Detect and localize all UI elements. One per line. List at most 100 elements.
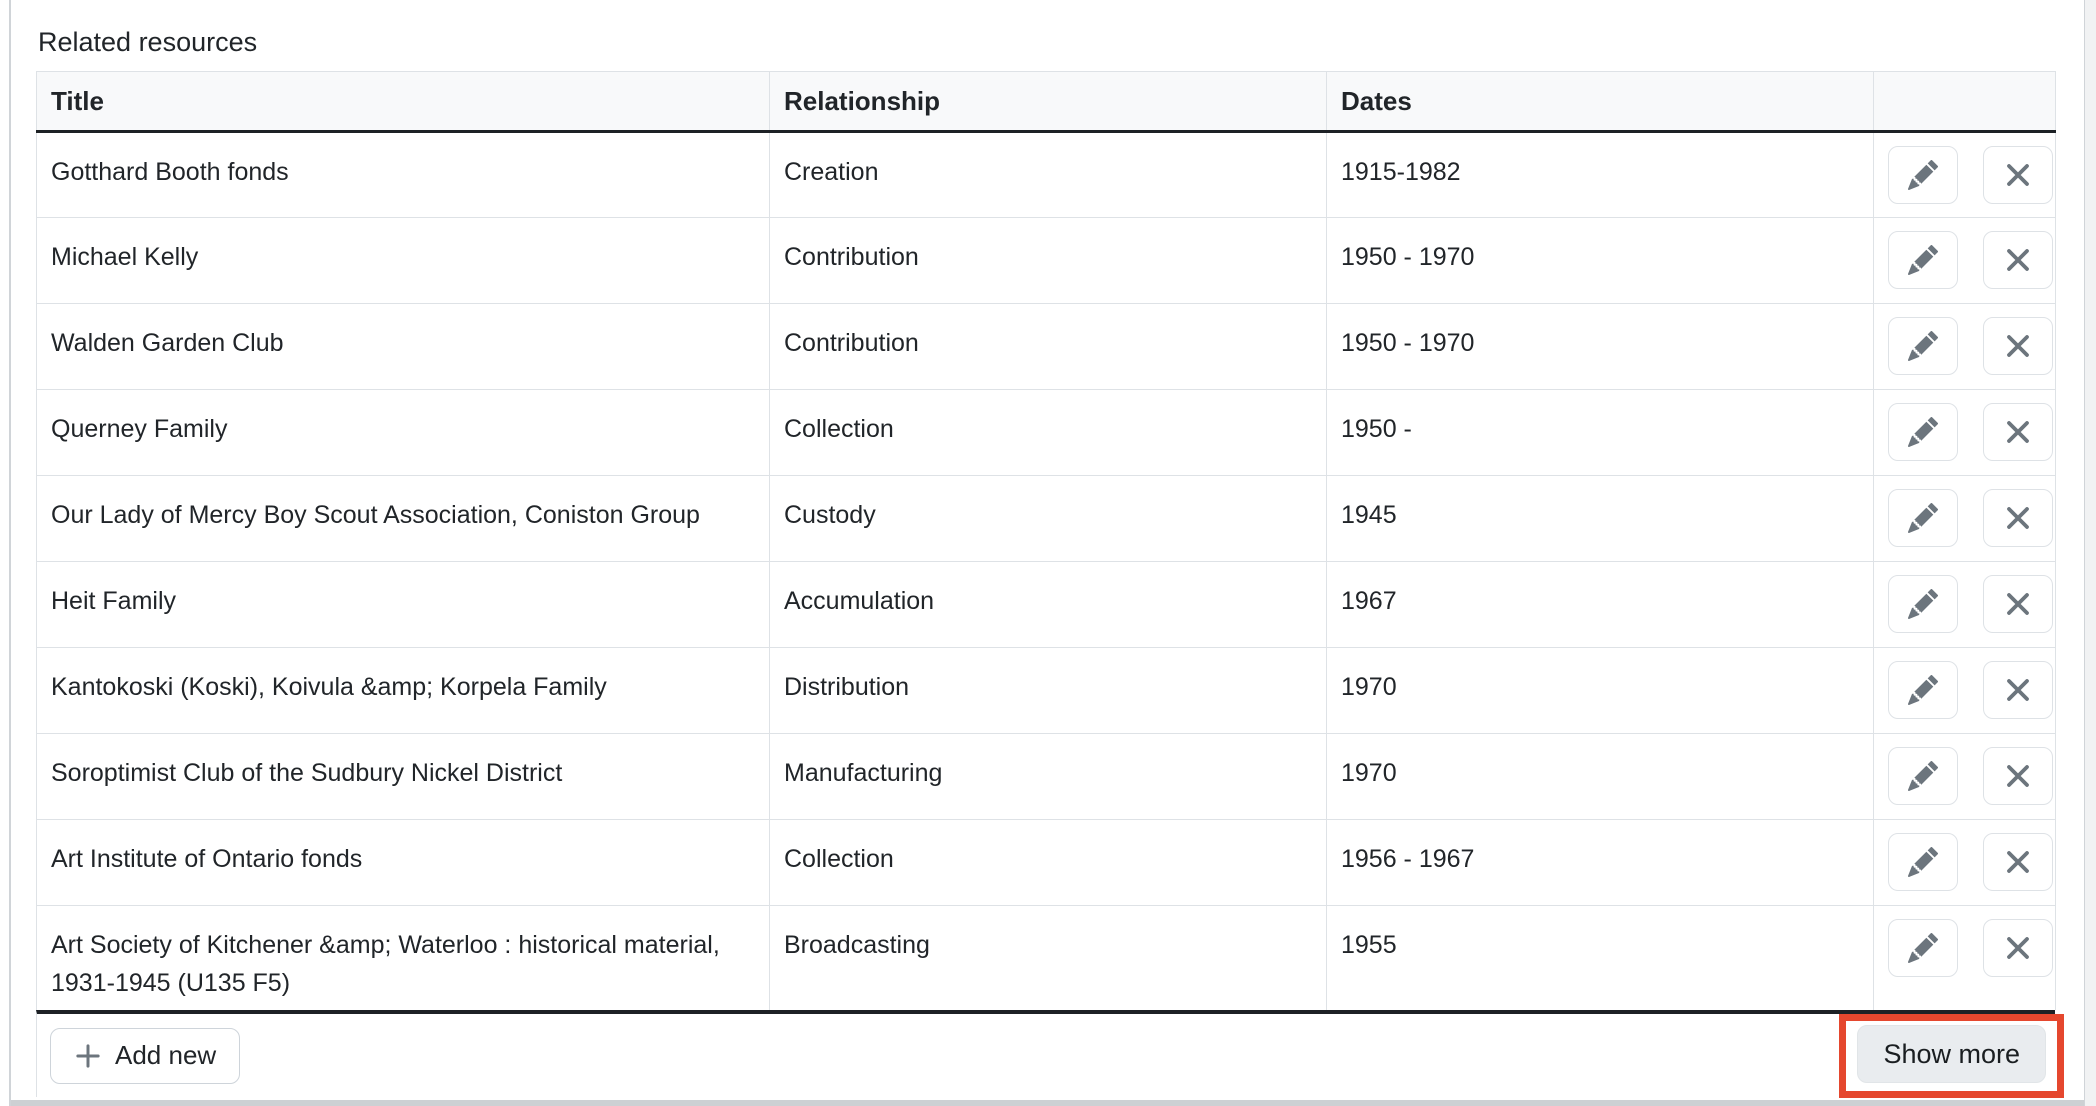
resource-dates: 1915-1982 [1326,131,1874,218]
edit-button[interactable] [1888,747,1958,805]
resource-title: Art Society of Kitchener &amp; Waterloo … [51,931,720,997]
edit-button[interactable] [1888,489,1958,547]
row-actions [1873,561,2056,648]
row-actions [1873,733,2056,820]
resource-relationship: Contribution [769,217,1327,304]
delete-button[interactable] [1982,661,2053,719]
edit-button[interactable] [1888,575,1958,633]
resource-title: Michael Kelly [36,217,770,304]
delete-button[interactable] [1982,919,2053,977]
table-row: Heit Family Accumulation 1967 [36,561,2056,648]
pencil-icon [1908,331,1938,361]
row-actions [1873,303,2056,390]
pencil-icon [1908,160,1938,190]
edit-button[interactable] [1888,919,1958,977]
x-icon [2007,937,2029,959]
table-row: Art Society of Kitchener &amp; Waterloo … [37,905,2056,1010]
x-icon [2007,765,2029,787]
delete-button[interactable] [1982,833,2053,891]
pencil-icon [1908,675,1938,705]
edit-button[interactable] [1888,403,1958,461]
resource-relationship: Accumulation [769,561,1327,648]
resource-dates: 1950 - [1326,389,1874,476]
x-icon [2007,593,2029,615]
table-row: Michael Kelly Contribution 1950 - 1970 [36,217,2056,304]
delete-button[interactable] [1982,575,2053,633]
resource-relationship: Distribution [769,647,1327,734]
delete-button[interactable] [1982,489,2053,547]
resource-title: Kantokoski (Koski), Koivula &amp; Korpel… [36,647,770,734]
resource-title: Gotthard Booth fonds [36,131,770,218]
x-icon [2007,507,2029,529]
row-actions [1873,905,2056,1010]
table-row: Walden Garden Club Contribution 1950 - 1… [36,303,2056,390]
resource-title: Heit Family [36,561,770,648]
delete-button[interactable] [1982,403,2053,461]
x-icon [2007,421,2029,443]
resource-relationship: Collection [769,389,1327,476]
table-row: Art Institute of Ontario fonds Collectio… [36,819,2056,906]
x-icon [2007,335,2029,357]
horizontal-scrollbar-track[interactable] [11,1100,2084,1106]
related-resources-section: Related resources Title Relationship Dat… [36,0,2064,1098]
resource-title: Our Lady of Mercy Boy Scout Association,… [36,475,770,562]
row-actions [1873,217,2056,304]
edit-button[interactable] [1888,231,1958,289]
row-actions [1873,475,2056,562]
x-icon [2007,164,2029,186]
row-actions [1873,131,2056,218]
column-header-dates: Dates [1326,71,1874,133]
resource-dates: 1945 [1326,475,1874,562]
resource-relationship: Custody [769,475,1327,562]
resource-relationship: Creation [769,131,1327,218]
resource-dates: 1955 [1326,905,1874,1010]
resource-relationship: Manufacturing [769,733,1327,820]
resource-relationship: Broadcasting [769,905,1327,1010]
column-header-title: Title [36,71,770,133]
resource-dates: 1950 - 1970 [1326,303,1874,390]
x-icon [2007,249,2029,271]
pencil-icon [1908,503,1938,533]
pencil-icon [1908,417,1938,447]
edit-button[interactable] [1888,661,1958,719]
table-row: Gotthard Booth fonds Creation 1915-1982 [36,131,2056,218]
add-new-button[interactable]: Add new [50,1027,241,1084]
delete-button[interactable] [1982,231,2053,289]
table-row: Our Lady of Mercy Boy Scout Association,… [36,475,2056,562]
delete-button[interactable] [1982,747,2053,805]
column-header-relationship: Relationship [769,71,1327,133]
x-icon [2007,851,2029,873]
left-page-border [9,0,11,1106]
resource-dates: 1967 [1326,561,1874,648]
table-header-row: Title Relationship Dates [36,71,2056,133]
resource-title: Soroptimist Club of the Sudbury Nickel D… [36,733,770,820]
related-resources-table: Title Relationship Dates Gotthard Booth … [36,71,2056,1010]
table-row: Kantokoski (Koski), Koivula &amp; Korpel… [36,647,2056,734]
delete-button[interactable] [1982,317,2053,375]
edit-button[interactable] [1888,833,1958,891]
row-actions [1873,819,2056,906]
edit-button[interactable] [1888,317,1958,375]
add-new-label: Add new [115,1040,217,1070]
pencil-icon [1908,245,1938,275]
x-icon [2007,679,2029,701]
section-title: Related resources [38,27,258,57]
resource-dates: 1970 [1326,647,1874,734]
table-footer: Add new Show more [36,1010,2064,1098]
plus-icon [76,1043,100,1068]
resource-dates: 1956 - 1967 [1326,819,1874,906]
resource-dates: 1970 [1326,733,1874,820]
vertical-scrollbar-track[interactable] [2084,0,2096,1106]
resource-title: Art Institute of Ontario fonds [36,819,770,906]
pencil-icon [1908,847,1938,877]
show-more-button[interactable]: Show more [1857,1024,2046,1083]
table-row: Querney Family Collection 1950 - [36,389,2056,476]
pencil-icon [1908,589,1938,619]
pencil-icon [1908,761,1938,791]
delete-button[interactable] [1982,146,2053,204]
row-actions [1873,647,2056,734]
resource-title: Walden Garden Club [36,303,770,390]
resource-dates: 1950 - 1970 [1326,217,1874,304]
edit-button[interactable] [1888,146,1958,204]
highlight-rectangle: Show more [1839,1013,2064,1098]
